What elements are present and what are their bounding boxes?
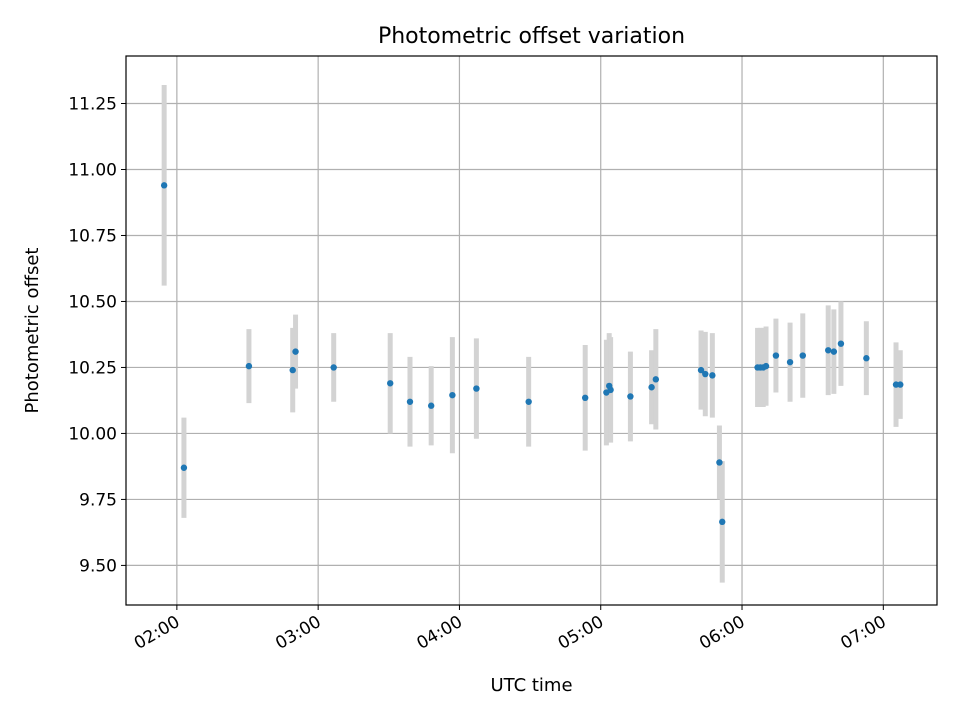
data-point: [716, 459, 723, 466]
data-point: [330, 364, 337, 371]
data-point: [245, 362, 253, 370]
data-point: [160, 182, 168, 189]
y-axis-label: Photometric offset: [22, 248, 43, 414]
data-point: [719, 518, 726, 526]
y-tick-label: 10.50: [68, 292, 117, 312]
data-point: [627, 393, 634, 400]
data-points: [160, 182, 904, 526]
data-point: [387, 380, 394, 387]
data-point: [830, 348, 838, 355]
y-tick-label: 10.25: [68, 358, 117, 378]
y-tick-label: 9.50: [79, 556, 117, 576]
data-point: [772, 352, 780, 359]
data-point: [406, 398, 414, 405]
data-point: [709, 372, 716, 379]
data-point: [702, 370, 709, 378]
data-point: [607, 386, 614, 394]
data-point: [648, 384, 655, 391]
data-point: [525, 398, 532, 405]
data-point: [825, 347, 832, 354]
data-point: [581, 394, 589, 402]
plot-frame: [125, 55, 938, 606]
data-point: [786, 358, 794, 366]
data-point: [762, 362, 770, 370]
y-tick-label: 10.00: [68, 424, 117, 444]
y-tick-label: 9.75: [79, 490, 117, 510]
y-tick-label: 10.75: [68, 226, 117, 246]
data-point: [897, 381, 904, 388]
data-point: [863, 355, 870, 362]
y-tick-label: 11.25: [68, 95, 117, 115]
y-tick-label: 11.00: [68, 160, 117, 180]
grid-lines: [126, 56, 937, 605]
y-axis-ticks: 9.50 9.75 10.00 10.25 10.50 10.75 11.00 11.25: [68, 95, 126, 576]
data-point: [427, 402, 435, 409]
data-point: [289, 366, 296, 374]
data-point: [799, 352, 806, 359]
data-point: [180, 464, 188, 471]
data-point: [652, 376, 660, 383]
data-point: [837, 340, 845, 347]
data-point: [449, 391, 456, 399]
data-point: [697, 366, 705, 374]
data-point: [473, 385, 480, 392]
data-point: [292, 348, 299, 355]
chart-title: Photometric offset variation: [378, 24, 685, 49]
x-axis-label: UTC time: [490, 675, 572, 696]
